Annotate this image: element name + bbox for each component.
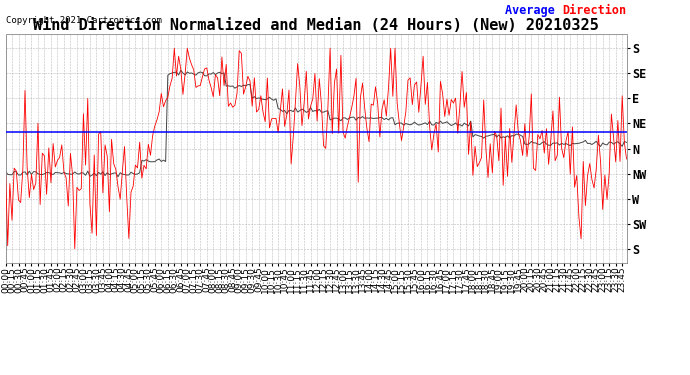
Text: Direction: Direction — [562, 4, 626, 17]
Text: Copyright 2021 Cartronics.com: Copyright 2021 Cartronics.com — [6, 16, 161, 26]
Text: Average: Average — [505, 4, 562, 17]
Title: Wind Direction Normalized and Median (24 Hours) (New) 20210325: Wind Direction Normalized and Median (24… — [33, 18, 599, 33]
